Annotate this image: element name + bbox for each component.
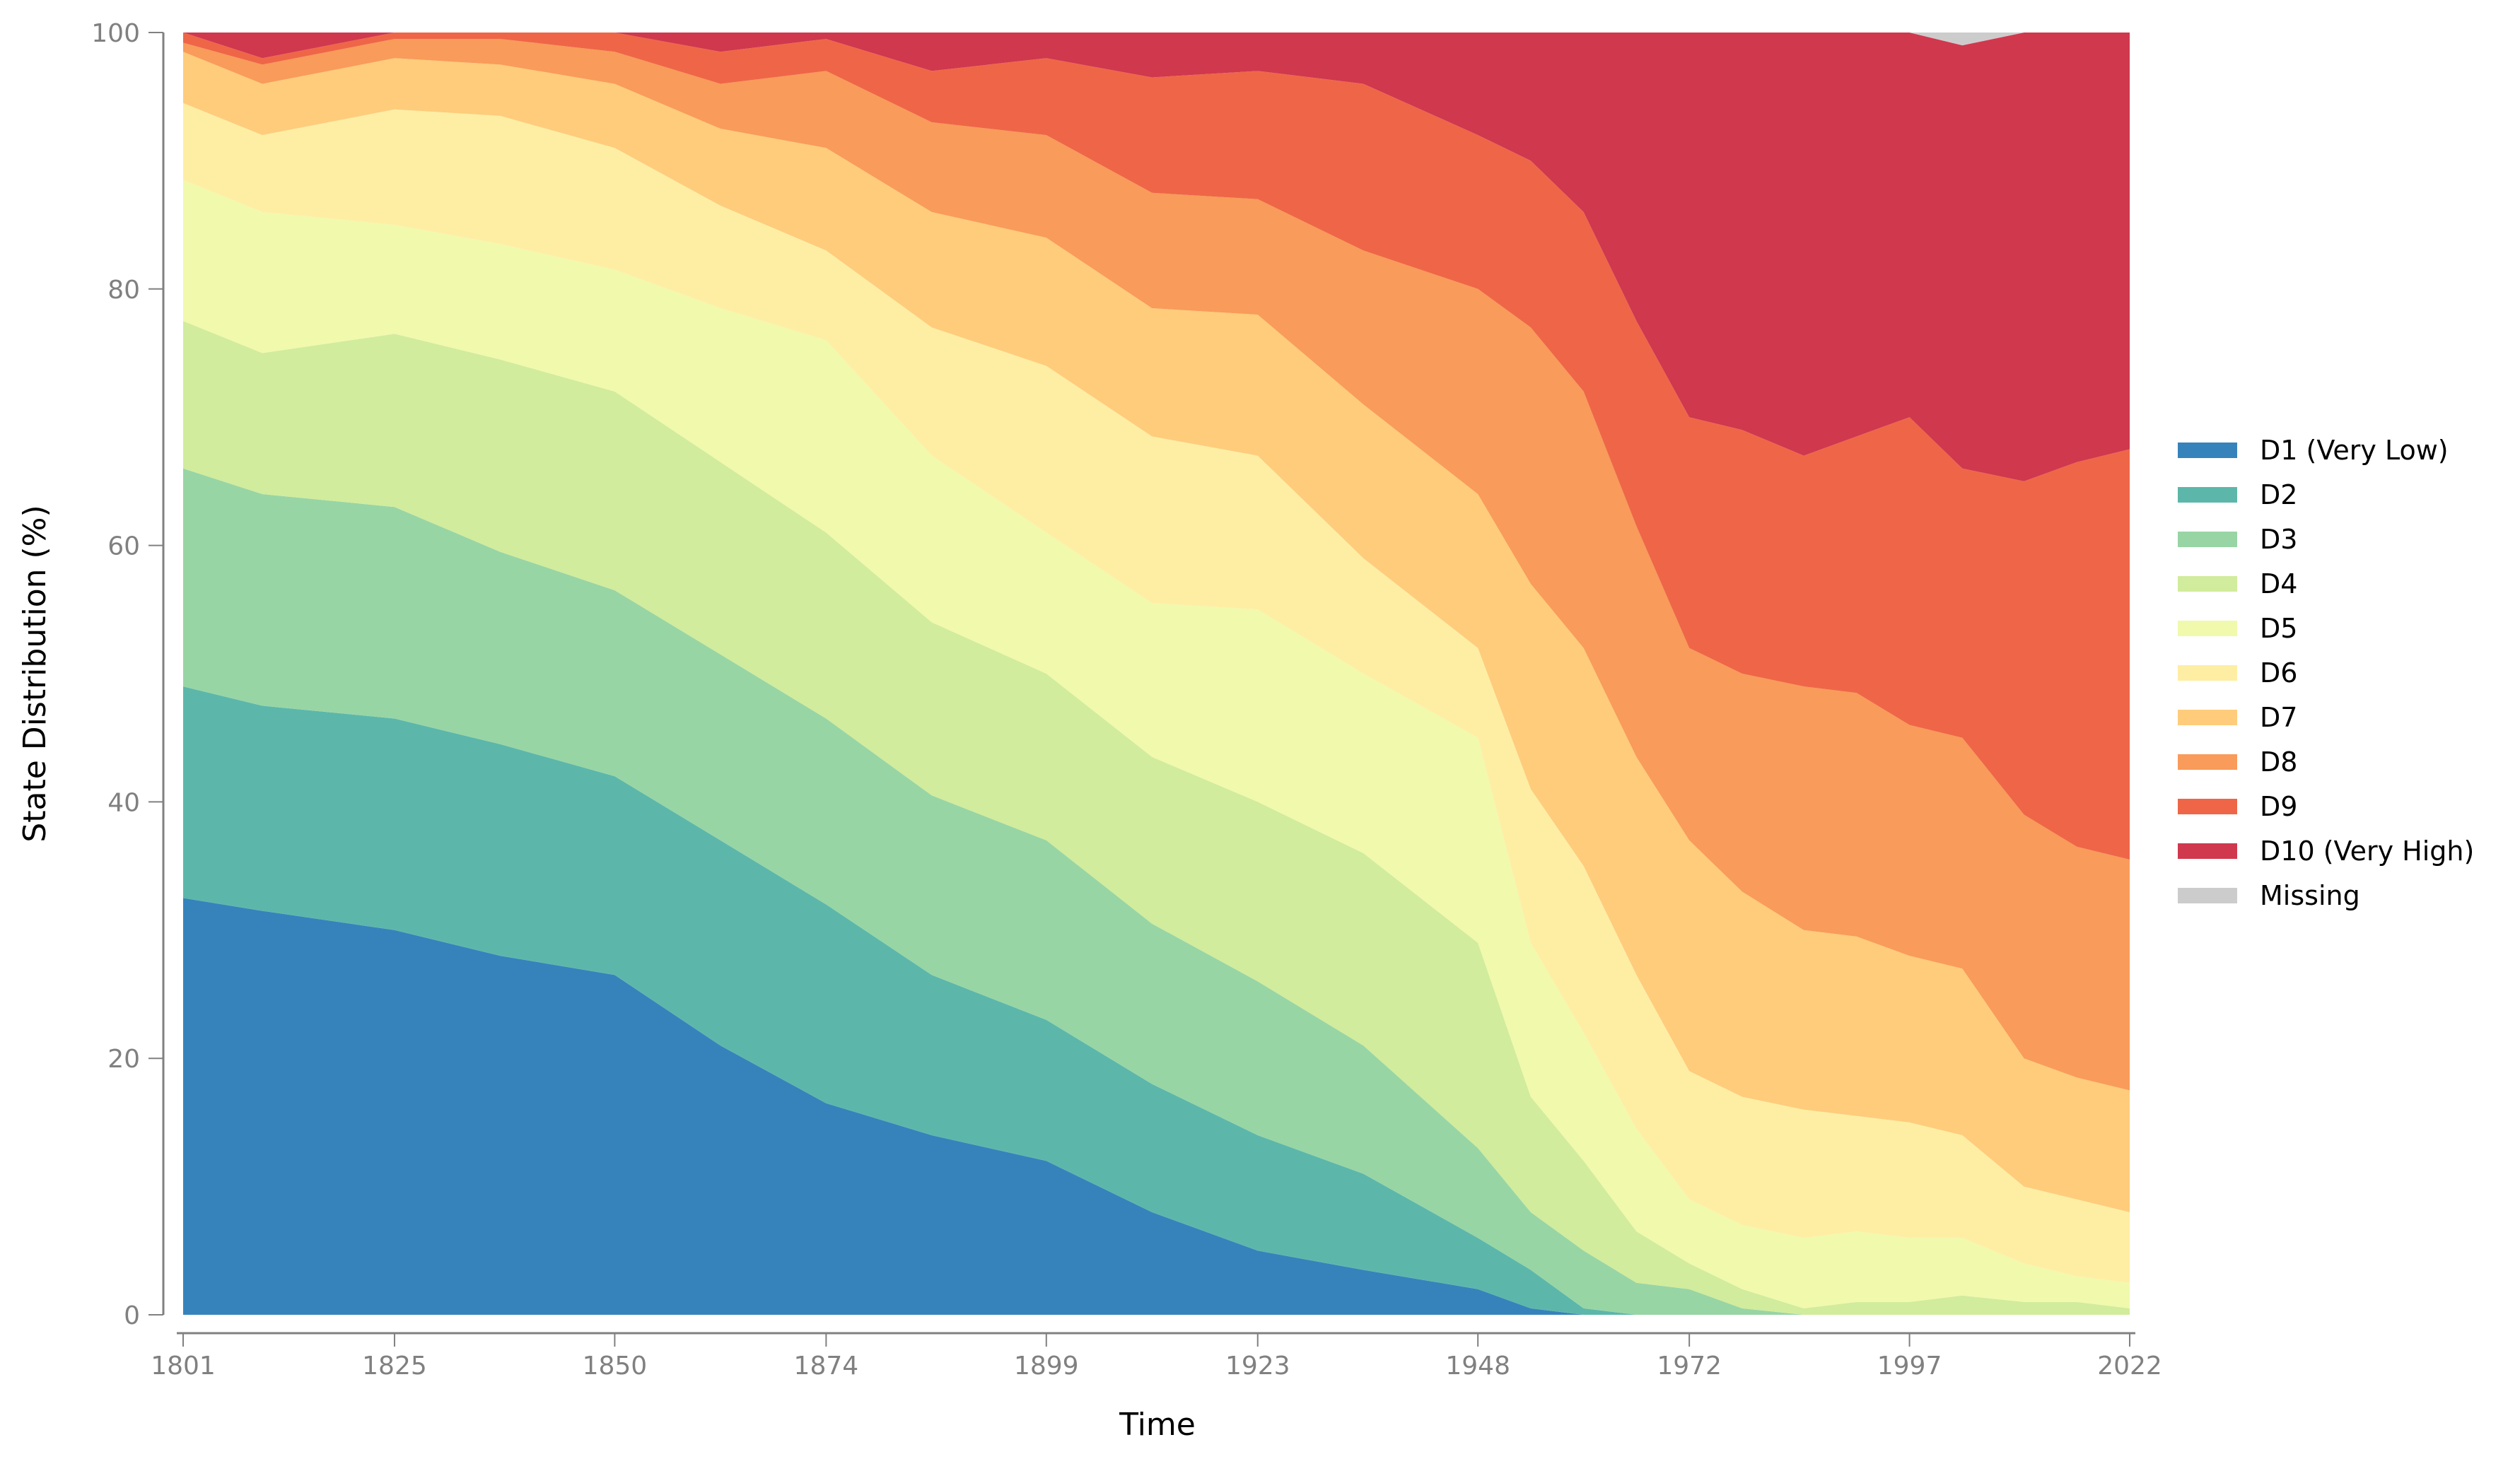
legend-swatch	[2178, 798, 2237, 814]
x-axis-title: Time	[1119, 1407, 1196, 1443]
legend-item: D3	[2178, 517, 2474, 561]
legend-swatch	[2178, 575, 2237, 592]
area-missing	[183, 33, 2130, 46]
legend-item: D4	[2178, 561, 2474, 606]
legend-item: D10 (Very High)	[2178, 828, 2474, 873]
area-d6	[183, 102, 2130, 1283]
legend-label: D10 (Very High)	[2260, 835, 2475, 867]
legend-item: D9	[2178, 784, 2474, 828]
area-d3	[183, 468, 2130, 1315]
legend-swatch	[2178, 843, 2237, 859]
area-d5	[183, 180, 2130, 1308]
x-ticks: 1801 1825 1850 1874 1899 1923 1948 1972 1997 2022	[151, 1333, 2162, 1381]
legend-item: D1 (Very Low)	[2178, 428, 2474, 472]
legend-label: D7	[2260, 701, 2298, 733]
legend-swatch	[2178, 887, 2237, 903]
legend-label: D1 (Very Low)	[2260, 434, 2449, 466]
y-tick-label: 20	[107, 1045, 140, 1074]
legend-swatch	[2178, 620, 2237, 636]
legend: D1 (Very Low) D2 D3 D4 D5 D6 D7 D8 D9 D10 (Very H…	[2178, 428, 2474, 918]
y-axis-title: State Distribution (%)	[17, 505, 53, 842]
x-tick-label: 1874	[794, 1352, 859, 1381]
area-d4	[183, 321, 2130, 1316]
area-d10-very-high	[183, 33, 2130, 481]
legend-label: D9	[2260, 790, 2298, 822]
y-tick-label: 80	[107, 276, 140, 305]
legend-swatch	[2178, 442, 2237, 458]
x-tick-label: 1972	[1657, 1352, 1722, 1381]
legend-swatch	[2178, 709, 2237, 725]
legend-swatch	[2178, 664, 2237, 681]
legend-item: D6	[2178, 650, 2474, 695]
x-tick-label: 2022	[2097, 1352, 2162, 1381]
legend-label: D5	[2260, 612, 2298, 644]
legend-item: D5	[2178, 606, 2474, 650]
y-tick-label: 0	[124, 1301, 140, 1330]
x-tick-label: 1850	[583, 1352, 648, 1381]
legend-swatch	[2178, 486, 2237, 503]
legend-item: D8	[2178, 739, 2474, 784]
legend-swatch	[2178, 531, 2237, 547]
legend-label: D4	[2260, 568, 2298, 599]
area-d8	[183, 39, 2130, 1091]
legend-item: D7	[2178, 695, 2474, 739]
plot-areas	[183, 33, 2130, 1316]
y-tick-label: 100	[91, 19, 140, 48]
x-tick-label: 1801	[151, 1352, 216, 1381]
area-d7	[183, 52, 2130, 1212]
legend-label: D6	[2260, 657, 2298, 689]
legend-swatch	[2178, 754, 2237, 770]
legend-label: D3	[2260, 523, 2298, 555]
area-d2	[183, 686, 2130, 1315]
x-tick-label: 1948	[1445, 1352, 1510, 1381]
legend-item: D2	[2178, 472, 2474, 517]
area-d9	[183, 33, 2130, 860]
x-tick-label: 1997	[1877, 1352, 1942, 1381]
legend-label: Missing	[2260, 879, 2360, 911]
x-tick-label: 1899	[1014, 1352, 1079, 1381]
y-ticks: 0 20 40 60 80 100	[91, 19, 163, 1330]
y-tick-label: 60	[107, 532, 140, 561]
legend-item: Missing	[2178, 873, 2474, 918]
y-tick-label: 40	[107, 788, 140, 817]
legend-label: D2	[2260, 479, 2298, 510]
x-tick-label: 1923	[1225, 1352, 1290, 1381]
legend-label: D8	[2260, 746, 2298, 778]
x-tick-label: 1825	[362, 1352, 427, 1381]
area-d1-very-low	[183, 898, 2130, 1315]
